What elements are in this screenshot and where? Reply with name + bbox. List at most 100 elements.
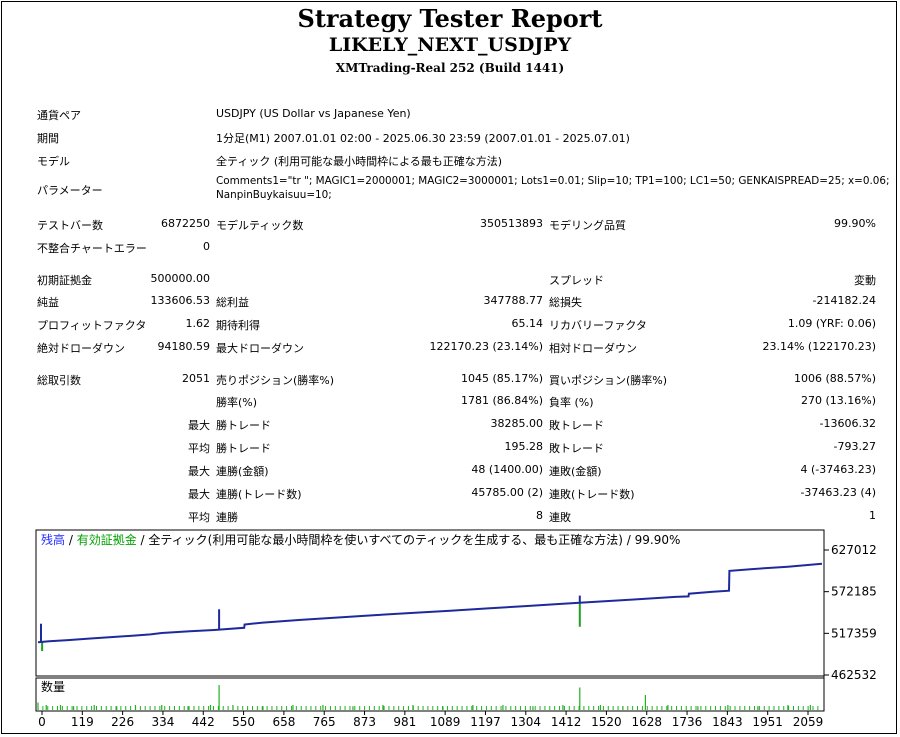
x-tick-label: 1304 xyxy=(511,715,542,729)
x-tick-label: 1197 xyxy=(470,715,501,729)
x-tick-label: 658 xyxy=(272,715,295,729)
model-label: モデル xyxy=(37,155,70,168)
gross-loss-value: -214182.24 xyxy=(812,294,876,307)
period-label: 期間 xyxy=(37,132,59,145)
bars-label: テストバー数 xyxy=(37,219,103,232)
errors-label: 不整合チャートエラー xyxy=(37,242,147,255)
rel-dd-label: 相対ドローダウン xyxy=(549,342,637,355)
equity-spikes xyxy=(39,595,581,652)
avg-cons-wins-label: 連勝 xyxy=(216,511,238,524)
y-tick-label: 517359 xyxy=(831,626,877,640)
chart-legend: 残高 / 有効証拠金 / 全ティック(利用可能な最小時間枠を使いすべてのティック… xyxy=(41,532,680,547)
gross-loss-label: 総損失 xyxy=(549,296,582,309)
x-tick-label: 442 xyxy=(192,715,215,729)
loss-value: 270 (13.16%) xyxy=(800,394,876,407)
x-tick-label: 1843 xyxy=(712,715,743,729)
long-label: 買いポジション(勝率%) xyxy=(549,374,668,387)
x-tick-label: 873 xyxy=(353,715,376,729)
win-value: 1781 (86.84%) xyxy=(460,394,543,407)
recovery-label: リカバリーファクタ xyxy=(549,319,647,332)
x-tick-label: 1520 xyxy=(591,715,622,729)
max-prefix-1: 最大 xyxy=(188,419,210,432)
largest-loss-label: 敗トレード xyxy=(549,419,604,432)
recovery-value: 1.09 (YRF: 0.06) xyxy=(787,317,876,330)
spread-label: スプレッド xyxy=(549,274,604,287)
y-tick-label: 462532 xyxy=(831,668,877,682)
y-tick-labels: 627012 572185 517359 462532 xyxy=(824,543,877,682)
server-build: XMTrading-Real 252 (Build 1441) xyxy=(335,61,565,75)
model-value: 全ティック (利用可能な最小時間枠による最も正確な方法) xyxy=(216,155,503,168)
report-title: Strategy Tester Report xyxy=(297,4,603,33)
avg-loss-label: 敗トレード xyxy=(549,442,604,455)
avg-cons-loss-label: 連敗 xyxy=(549,511,571,524)
params-label: パラメーター xyxy=(37,184,103,197)
cons-wins-amt-label: 連勝(金額) xyxy=(216,465,269,478)
win-label: 勝率(%) xyxy=(216,396,258,409)
largest-win-value: 38285.00 xyxy=(490,417,544,430)
volume-bars xyxy=(37,685,819,710)
y-tick-label: 572185 xyxy=(831,585,877,599)
x-tick-labels: 0 119 226 334 442 550 658 765 873 981 1089 1197 1304… xyxy=(38,711,823,729)
legend-equity: 有効証拠金 xyxy=(77,532,137,547)
bars-value: 6872250 xyxy=(161,217,210,230)
volume-panel xyxy=(35,677,825,712)
total-trades-value: 2051 xyxy=(182,372,210,385)
params-value-line1: Comments1="tr "; MAGIC1=2000001; MAGIC2=… xyxy=(216,175,890,187)
symbol-label: 通貨ペア xyxy=(37,109,81,122)
modeling-value: 99.90% xyxy=(834,217,876,230)
pf-label: プロフィットファクタ xyxy=(37,319,147,332)
deposit-label: 初期証拠金 xyxy=(37,274,92,287)
legend-balance: 残高 xyxy=(41,532,65,547)
avg-cons-wins-value: 8 xyxy=(536,509,543,522)
cons-wins-cnt-value: 45785.00 (2) xyxy=(471,486,543,499)
x-tick-label: 1089 xyxy=(430,715,461,729)
x-tick-label: 334 xyxy=(151,715,174,729)
largest-win-label: 勝トレード xyxy=(216,419,271,432)
period-value: 1分足(M1) 2007.01.01 02:00 - 2025.06.30 23… xyxy=(216,132,630,145)
max-dd-label: 最大ドローダウン xyxy=(216,342,304,355)
x-tick-label: 2059 xyxy=(793,715,824,729)
max-prefix-3: 最大 xyxy=(188,488,210,501)
y-tick-label: 627012 xyxy=(831,543,877,557)
gross-profit-value: 347788.77 xyxy=(483,294,544,307)
spread-value: 変動 xyxy=(854,274,876,287)
x-tick-label: 1412 xyxy=(551,715,582,729)
total-trades-label: 総取引数 xyxy=(37,374,81,387)
avg-cons-loss-value: 1 xyxy=(869,509,876,522)
cons-wins-cnt-label: 連勝(トレード数) xyxy=(216,488,302,501)
max-dd-value: 122170.23 (23.14%) xyxy=(429,340,543,353)
modeling-label: モデリング品質 xyxy=(549,219,626,232)
symbol-value: USDJPY (US Dollar vs Japanese Yen) xyxy=(216,107,411,120)
balance-line xyxy=(37,562,823,644)
cons-loss-amt-value: 4 (-37463.23) xyxy=(800,463,876,476)
x-tick-label: 1736 xyxy=(672,715,703,729)
x-tick-label: 550 xyxy=(232,715,255,729)
pf-value: 1.62 xyxy=(185,317,211,330)
net-label: 純益 xyxy=(37,296,59,309)
max-prefix-2: 最大 xyxy=(188,465,210,478)
x-tick-label: 1951 xyxy=(752,715,783,729)
x-tick-label: 0 xyxy=(38,715,46,729)
cons-loss-amt-label: 連敗(金額) xyxy=(549,465,602,478)
largest-loss-value: -13606.32 xyxy=(819,417,876,430)
abs-dd-value: 94180.59 xyxy=(157,340,211,353)
legend-sep-1: / xyxy=(65,533,77,547)
avg-prefix-2: 平均 xyxy=(188,511,210,524)
expected-value: 65.14 xyxy=(511,317,544,330)
x-tick-label: 765 xyxy=(313,715,336,729)
ticks-label: モデルティック数 xyxy=(216,219,304,232)
avg-win-value: 195.28 xyxy=(504,440,544,453)
x-tick-label: 1628 xyxy=(631,715,662,729)
abs-dd-label: 絶対ドローダウン xyxy=(37,342,125,355)
deposit-value: 500000.00 xyxy=(150,272,211,285)
gross-profit-label: 総利益 xyxy=(216,296,249,309)
ticks-value: 350513893 xyxy=(480,217,543,230)
cons-loss-cnt-value: -37463.23 (4) xyxy=(800,486,876,499)
legend-rest: 全ティック(利用可能な最小時間枠を使いすべてのティックを生成する、最も正確な方法… xyxy=(148,532,680,547)
params-value-line2: NanpinBuykaisuu=10; xyxy=(216,189,332,201)
legend-sep-2: / xyxy=(137,533,149,547)
short-value: 1045 (85.17%) xyxy=(460,372,543,385)
x-tick-label: 981 xyxy=(393,715,416,729)
